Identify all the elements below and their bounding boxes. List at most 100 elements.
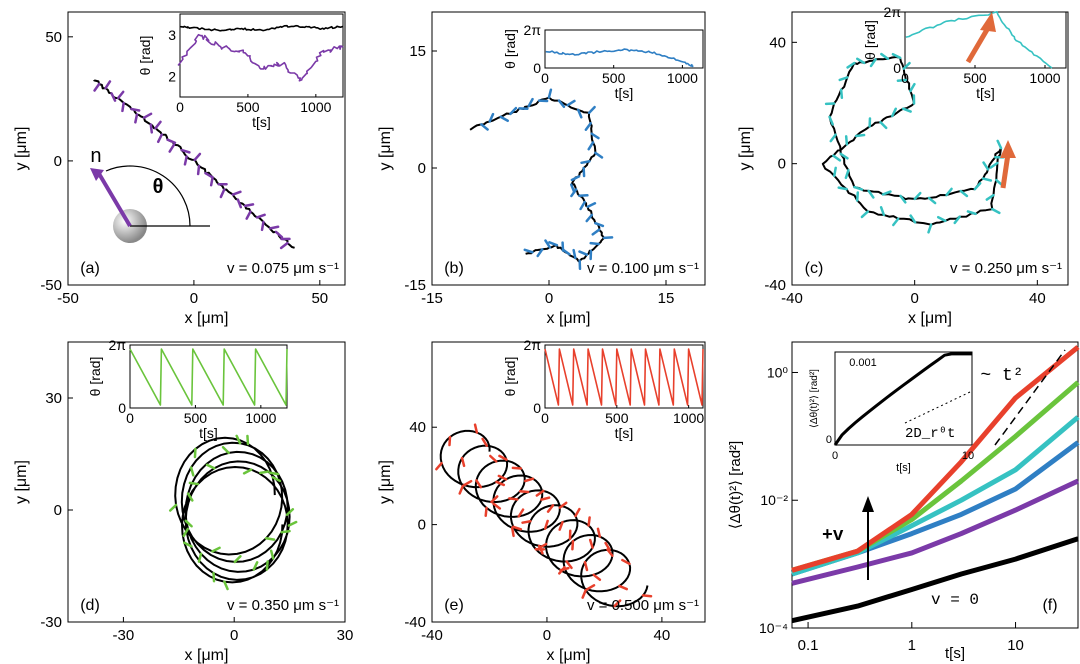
orientation-arrow <box>591 228 601 236</box>
inset-x-tick-label: 0 <box>901 70 909 86</box>
orientation-arrow <box>558 566 566 575</box>
orientation-arrow <box>287 520 298 527</box>
slope-guide-line <box>994 349 1066 446</box>
orientation-arrow <box>909 82 916 93</box>
orientation-arrow <box>585 584 596 591</box>
panel-a-frame <box>67 11 346 286</box>
inset-y-axis-label: θ [rad] <box>502 357 518 397</box>
orientation-arrow <box>492 502 502 510</box>
orientation-arrow <box>498 454 508 461</box>
orientation-arrow <box>196 164 201 176</box>
orientation-arrow <box>110 92 117 102</box>
orientation-arrow <box>570 188 578 198</box>
orientation-arrow <box>546 504 555 513</box>
panel-f-frame <box>791 341 1079 629</box>
panel-label: (e) <box>444 597 464 614</box>
y-tick-label: 0 <box>418 517 426 534</box>
x-tick-label: 0 <box>230 627 238 644</box>
orientation-arrow <box>829 133 837 143</box>
orientation-arrow <box>223 580 229 591</box>
orientation-arrow <box>592 573 602 582</box>
orientation-arrow <box>536 248 544 258</box>
orientation-arrow <box>197 552 203 563</box>
panel-label: (f) <box>1042 597 1057 614</box>
orientation-arrow <box>576 108 583 119</box>
orientation-arrow <box>524 477 535 483</box>
highlight-arrow-head <box>980 12 996 32</box>
orientation-arrow <box>255 213 266 219</box>
inset-y-tick-label: 0 <box>118 400 126 416</box>
orientation-arrow <box>891 52 902 60</box>
x-axis-label: x [μm] <box>185 310 229 327</box>
y-tick-label: -30 <box>40 614 62 631</box>
orientation-arrow <box>838 76 849 82</box>
orientation-arrow <box>558 520 564 531</box>
y-tick-label: 15 <box>409 43 426 60</box>
inset-annotation: 2D_r⁰t <box>905 426 955 442</box>
orientation-arrow <box>104 80 112 90</box>
orientation-arrow <box>435 461 443 471</box>
y-axis-label: y [μm] <box>13 460 30 504</box>
orientation-arrow <box>121 101 125 113</box>
orientation-arrow <box>535 489 545 497</box>
orientation-arrow <box>846 61 856 69</box>
orientation-arrow <box>480 123 489 131</box>
x-tick-label: 0 <box>910 290 918 307</box>
orientation-arrow <box>896 78 908 83</box>
x-axis-label: x [μm] <box>547 310 591 327</box>
orientation-arrow <box>989 161 999 169</box>
x-tick-label: -50 <box>57 290 79 307</box>
orientation-arrow <box>594 151 604 159</box>
y-tick-label: 30 <box>45 390 62 407</box>
orientation-arrow <box>565 560 573 570</box>
orientation-arrow <box>269 225 280 230</box>
orientation-arrow <box>488 112 495 123</box>
y-tick-label: 10⁰ <box>767 364 789 380</box>
velocity-label: v = 0.250 μm s⁻¹ <box>950 260 1062 277</box>
x-tick-label: -15 <box>421 290 443 307</box>
msd-series-line <box>791 536 1079 624</box>
orientation-arrow <box>973 181 982 191</box>
orientation-arrow <box>996 139 1003 150</box>
orientation-arrow <box>579 200 586 211</box>
orientation-arrow <box>166 138 177 145</box>
orientation-arrow <box>481 437 488 447</box>
panel-c-inset-frame <box>904 11 1067 69</box>
orientation-arrow <box>966 210 977 216</box>
highlight-arrow-head <box>1000 140 1016 158</box>
x-tick-label: 10 <box>1007 637 1024 654</box>
orientation-arrow <box>828 115 834 126</box>
particle-schematic <box>90 165 210 243</box>
orientation-arrow <box>837 186 848 191</box>
orientation-arrow <box>509 106 518 116</box>
inset-series-line <box>545 48 694 68</box>
orientation-arrow <box>260 220 265 232</box>
orientation-arrow <box>641 594 653 598</box>
orientation-arrow <box>901 107 912 113</box>
orientation-arrow <box>596 527 602 538</box>
orientation-arrow <box>571 539 575 551</box>
orientation-arrow <box>581 588 587 599</box>
orientation-arrow <box>274 230 284 239</box>
orientation-arrow <box>899 194 907 204</box>
orientation-arrow <box>182 527 190 538</box>
orientation-arrow <box>116 90 125 100</box>
orientation-arrow <box>156 133 163 144</box>
orientation-arrow <box>832 154 842 162</box>
orientation-arrow <box>540 496 551 501</box>
orientation-arrow <box>855 191 860 202</box>
orientation-arrow <box>184 519 193 528</box>
theta-angle-label: θ <box>153 176 164 198</box>
y-tick-label: -40 <box>764 277 786 294</box>
slope-annotation: ~ t² <box>980 366 1023 386</box>
x-tick-label: -40 <box>421 627 443 644</box>
orientation-arrow <box>523 248 534 254</box>
orientation-arrow <box>566 99 576 107</box>
orientation-arrow <box>233 555 242 564</box>
orientation-arrow <box>93 82 101 92</box>
orientation-arrow <box>927 223 933 234</box>
orientation-arrow <box>557 99 566 109</box>
orientation-arrow <box>909 214 917 224</box>
orientation-arrow <box>219 188 226 199</box>
trend-arrow-head <box>862 496 874 512</box>
